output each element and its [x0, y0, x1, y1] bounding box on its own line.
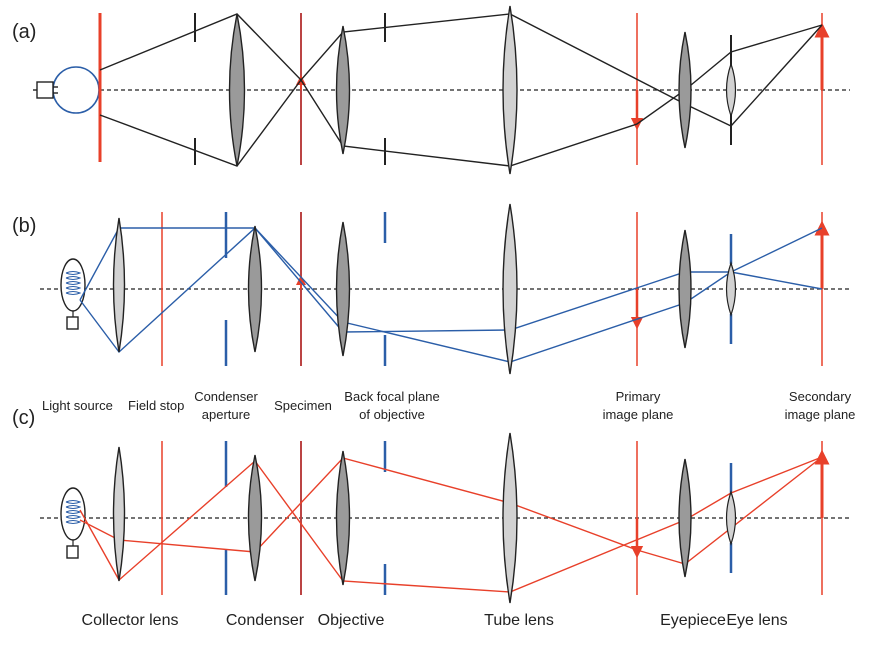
illumination-rays [79, 227, 823, 363]
panel-b: (b) [12, 203, 850, 375]
eyepiece-lens-icon [678, 458, 692, 578]
objective-lens-icon [335, 450, 351, 586]
plane-labels: Light source Field stop Condenser apertu… [42, 389, 855, 422]
specimen-label: Specimen [274, 398, 332, 413]
secondary-image-label-line2: image plane [785, 407, 856, 422]
field-stop-label: Field stop [128, 398, 184, 413]
condenser-label: Condenser [226, 612, 305, 629]
panel-c-label: (c) [12, 407, 35, 429]
back-focal-plane-label-line2: of objective [359, 407, 425, 422]
panel-a-label: (a) [12, 21, 36, 43]
tube-lens-icon [502, 203, 518, 375]
eye-lens-label: Eye lens [726, 612, 787, 629]
panel-a: (a) [12, 5, 850, 175]
primary-image-label-line1: Primary [616, 389, 661, 404]
objective-label: Objective [318, 612, 385, 629]
eye-lens-icon [725, 261, 737, 317]
objective-lens-icon [335, 221, 351, 357]
component-labels: Collector lens Condenser Objective Tube … [82, 612, 788, 629]
condenser-lens-icon [247, 454, 263, 582]
condenser-lens-icon [247, 225, 263, 353]
light-bulb-icon [60, 258, 86, 330]
collector-lens-icon [112, 217, 126, 353]
light-bulb-icon [60, 487, 86, 559]
tube-lens-label: Tube lens [484, 612, 554, 629]
eye-lens-icon [725, 490, 737, 546]
condenser-aperture-label-line1: Condenser [194, 389, 258, 404]
back-focal-plane-label-line1: Back focal plane [344, 389, 439, 404]
primary-image-label-line2: image plane [603, 407, 674, 422]
image-forming-rays [79, 456, 823, 593]
collector-lens-icon [112, 446, 126, 582]
panel-c: (c) [12, 407, 850, 604]
eye-lens-icon [725, 62, 737, 118]
secondary-image-label-line1: Secondary [789, 389, 852, 404]
light-source-label: Light source [42, 398, 113, 413]
tube-lens-icon [502, 432, 518, 604]
collector-lens-label: Collector lens [82, 612, 179, 629]
tube-lens-icon [502, 5, 518, 175]
eyepiece-lens-icon [678, 229, 692, 349]
lamp-icon [33, 66, 100, 114]
objective-lens-icon [335, 25, 351, 155]
eyepiece-lens-icon [678, 31, 692, 149]
panel-b-label: (b) [12, 215, 36, 237]
condenser-aperture-label-line2: aperture [202, 407, 250, 422]
collector-lens-icon [228, 13, 246, 167]
eyepiece-label: Eyepiece [660, 612, 726, 629]
